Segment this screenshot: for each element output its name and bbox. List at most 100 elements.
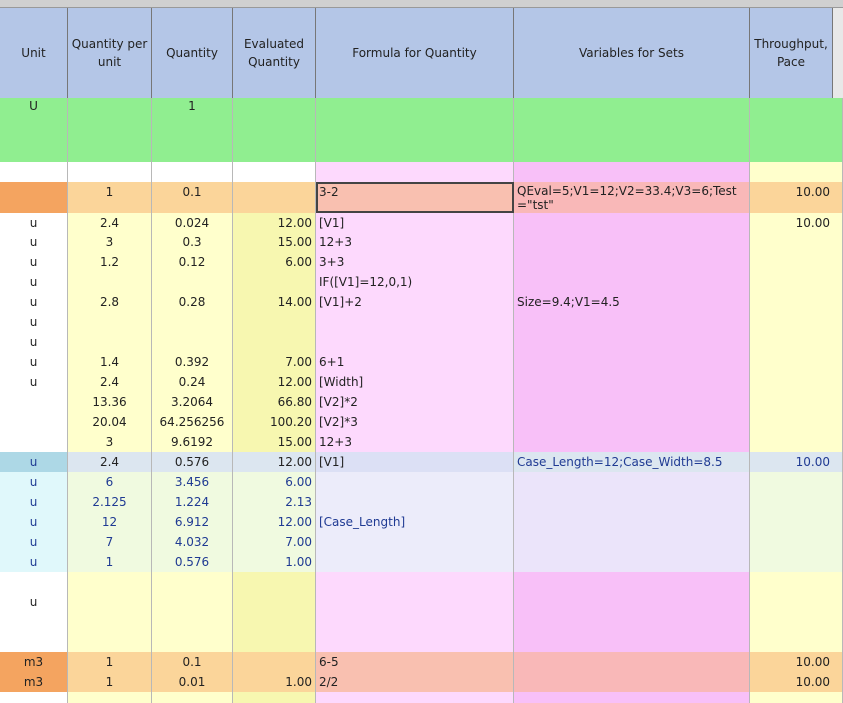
cell (514, 412, 750, 432)
column-header: Quantity per unit (68, 8, 152, 98)
cell: 10.00 (750, 652, 843, 672)
column-header: Evaluated Quantity (233, 8, 316, 98)
top-bar (0, 0, 843, 8)
cell: u (0, 332, 68, 352)
cell: 12.00 (233, 372, 316, 392)
cell: m3 (0, 672, 68, 692)
cell: [V2]*3 (316, 412, 514, 432)
cell: 0.576 (152, 552, 233, 572)
cell: 6.00 (233, 472, 316, 492)
cell (514, 532, 750, 552)
cell: 0.576 (152, 452, 233, 472)
cell (68, 692, 152, 703)
cell (0, 412, 68, 432)
cell (233, 272, 316, 292)
cell (750, 252, 843, 272)
cell: 0.3 (152, 232, 233, 252)
cell (152, 162, 233, 182)
cell (0, 392, 68, 412)
cell (233, 98, 316, 162)
cell: 1 (152, 98, 233, 162)
cell: [V1] (316, 452, 514, 472)
cell (514, 332, 750, 352)
cell (514, 232, 750, 252)
cell: u (0, 312, 68, 332)
cell: 2/2 (316, 672, 514, 692)
cell (233, 332, 316, 352)
cell: 6.00 (233, 252, 316, 272)
cell (316, 692, 514, 703)
cell: 12.00 (233, 213, 316, 232)
cell (514, 512, 750, 532)
cell: 0.1 (152, 182, 233, 213)
cell (514, 162, 750, 182)
cell: 6.912 (152, 512, 233, 532)
cell (0, 692, 68, 703)
cell (514, 272, 750, 292)
cell (750, 572, 843, 652)
cell: 7.00 (233, 352, 316, 372)
cell: 1.4 (68, 352, 152, 372)
cell: 6+1 (316, 352, 514, 372)
cell (750, 512, 843, 532)
cell: 15.00 (233, 432, 316, 452)
cell: 1 (68, 182, 152, 213)
cell (152, 312, 233, 332)
cell (750, 312, 843, 332)
cell (68, 162, 152, 182)
cell (68, 572, 152, 652)
cell: 0.024 (152, 213, 233, 232)
cell: 2.13 (233, 492, 316, 512)
cell (316, 532, 514, 552)
cell: 12+3 (316, 432, 514, 452)
cell: 12+3 (316, 232, 514, 252)
cell: 12.00 (233, 452, 316, 472)
cell (514, 98, 750, 162)
cell: 4.032 (152, 532, 233, 552)
cell (514, 312, 750, 332)
cell: 0.12 (152, 252, 233, 272)
cell: 2.4 (68, 372, 152, 392)
cell: Size=9.4;V1=4.5 (514, 292, 750, 312)
cell (0, 162, 68, 182)
cell: 64.256256 (152, 412, 233, 432)
cell: IF([V1]=12,0,1) (316, 272, 514, 292)
cell: 14.00 (233, 292, 316, 312)
cell: 3-2 (316, 182, 514, 213)
cell: 66.80 (233, 392, 316, 412)
cell: 1 (68, 672, 152, 692)
cell: 0.24 (152, 372, 233, 392)
column-header: Unit (0, 8, 68, 98)
cell (514, 213, 750, 232)
cell: 1.224 (152, 492, 233, 512)
cell (750, 392, 843, 412)
cell: 9.6192 (152, 432, 233, 452)
cell: u (0, 472, 68, 492)
cell (0, 182, 68, 213)
cell (316, 162, 514, 182)
cell (750, 472, 843, 492)
column-header: Formula for Quantity (316, 8, 514, 98)
cell (233, 312, 316, 332)
cell: 3.456 (152, 472, 233, 492)
cell: 2.4 (68, 213, 152, 232)
cell: 15.00 (233, 232, 316, 252)
cell (750, 432, 843, 452)
cell: 20.04 (68, 412, 152, 432)
cell (750, 552, 843, 572)
cell: 1 (68, 652, 152, 672)
cell: 6 (68, 472, 152, 492)
cell (233, 692, 316, 703)
cell (750, 162, 843, 182)
cell: 2.8 (68, 292, 152, 312)
cell (68, 272, 152, 292)
cell: 1.00 (233, 552, 316, 572)
cell: 0.1 (152, 652, 233, 672)
cell: u (0, 252, 68, 272)
cell (316, 472, 514, 492)
cell: 1 (68, 552, 152, 572)
cell: U (0, 98, 68, 162)
cell (514, 472, 750, 492)
cell (152, 272, 233, 292)
cell (233, 182, 316, 213)
